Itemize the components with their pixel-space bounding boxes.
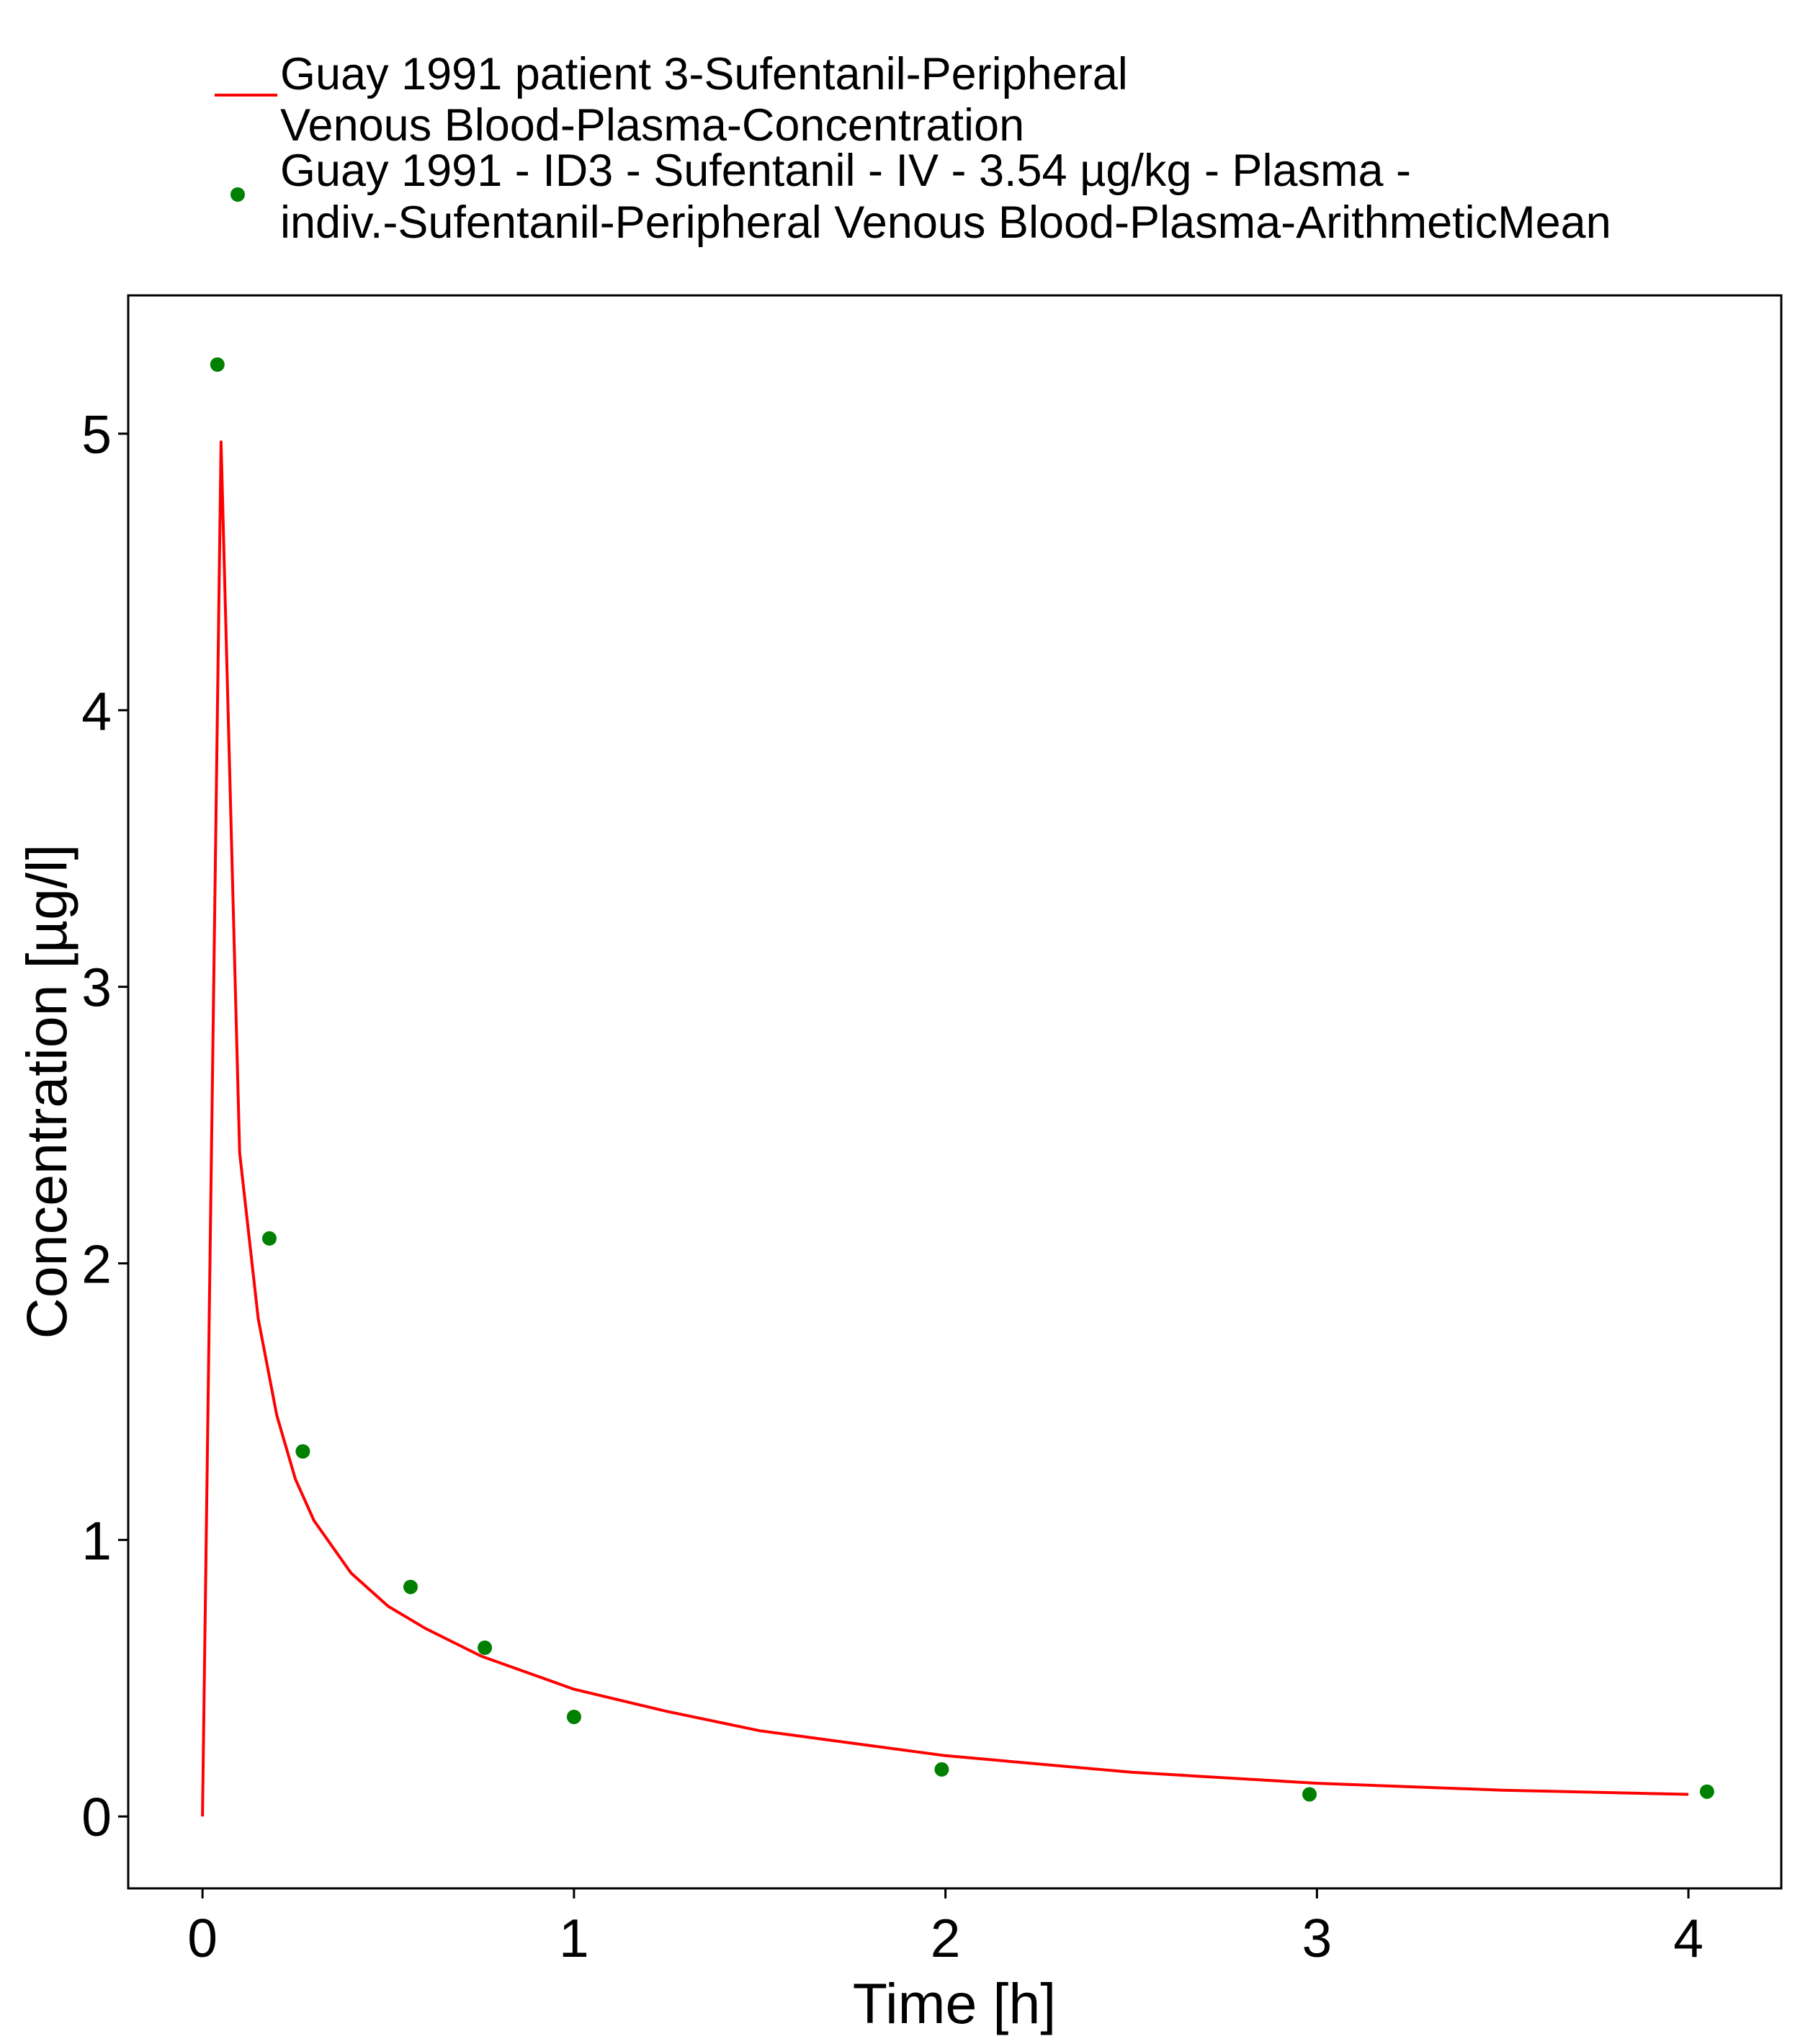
x-axis: 0 1 2 3 4 <box>187 1888 1703 1968</box>
legend-point-swatch <box>230 187 245 202</box>
x-tick-label: 4 <box>1673 1908 1703 1968</box>
y-tick-label: 5 <box>81 404 112 465</box>
y-tick-label: 3 <box>81 958 112 1018</box>
x-tick-label: 0 <box>187 1908 218 1968</box>
observed-data-point <box>295 1444 310 1459</box>
legend-label-points-1: Guay 1991 - ID3 - Sufentanil - IV - 3.54… <box>280 146 1411 196</box>
observed-data-point <box>566 1710 581 1724</box>
simulated-concentration-line <box>201 440 1689 1817</box>
x-axis-title: Time [h] <box>853 1971 1056 2035</box>
y-axis: 0 1 2 3 4 5 <box>81 404 128 1847</box>
legend: Guay 1991 patient 3-Sufentanil-Periphera… <box>215 49 1611 248</box>
y-axis-title: Concentration [µg/l] <box>14 844 79 1339</box>
legend-label-points-2: indiv.-Sufentanil-Peripheral Venous Bloo… <box>280 197 1611 248</box>
y-tick-label: 1 <box>81 1510 112 1571</box>
legend-label-line-2: Venous Blood-Plasma-Concentration <box>280 100 1024 151</box>
y-tick-label: 0 <box>81 1787 112 1847</box>
plot-panel-border <box>127 294 1783 1890</box>
observed-data-point <box>403 1579 418 1594</box>
x-tick-label: 3 <box>1302 1908 1332 1968</box>
observed-data-point <box>478 1641 493 1655</box>
y-tick-label: 4 <box>81 681 112 741</box>
observed-data-point <box>1699 1784 1714 1799</box>
observed-data-point <box>262 1231 277 1246</box>
observed-data-point <box>1302 1787 1317 1802</box>
x-tick-label: 1 <box>559 1908 589 1968</box>
legend-label-line-1: Guay 1991 patient 3-Sufentanil-Periphera… <box>280 49 1128 99</box>
y-tick-label: 2 <box>81 1233 112 1294</box>
series-layer <box>201 357 1714 1817</box>
observed-data-point <box>934 1762 949 1777</box>
observed-data-point <box>210 357 225 372</box>
x-tick-label: 2 <box>931 1908 961 1968</box>
